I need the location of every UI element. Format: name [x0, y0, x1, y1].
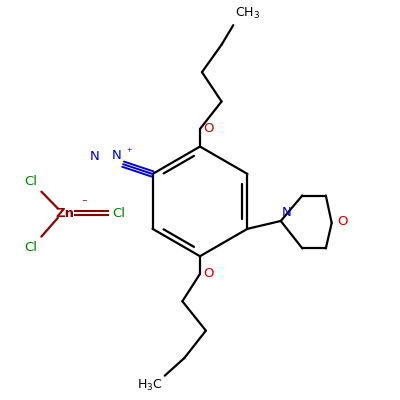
Text: O: O: [203, 267, 214, 280]
Text: CH$_3$: CH$_3$: [235, 6, 260, 21]
Text: H$_3$C: H$_3$C: [137, 378, 163, 393]
Text: N: N: [112, 149, 121, 162]
Text: O: O: [203, 122, 214, 136]
Text: Cl: Cl: [112, 207, 125, 220]
Text: $^+$: $^+$: [125, 147, 133, 157]
Text: Zn: Zn: [55, 207, 74, 220]
Text: $^-$: $^-$: [80, 198, 88, 208]
Text: Cl: Cl: [24, 175, 38, 188]
Text: O: O: [338, 215, 348, 228]
Text: Cl: Cl: [24, 240, 38, 254]
Text: N: N: [282, 206, 292, 219]
Text: N: N: [90, 150, 100, 163]
